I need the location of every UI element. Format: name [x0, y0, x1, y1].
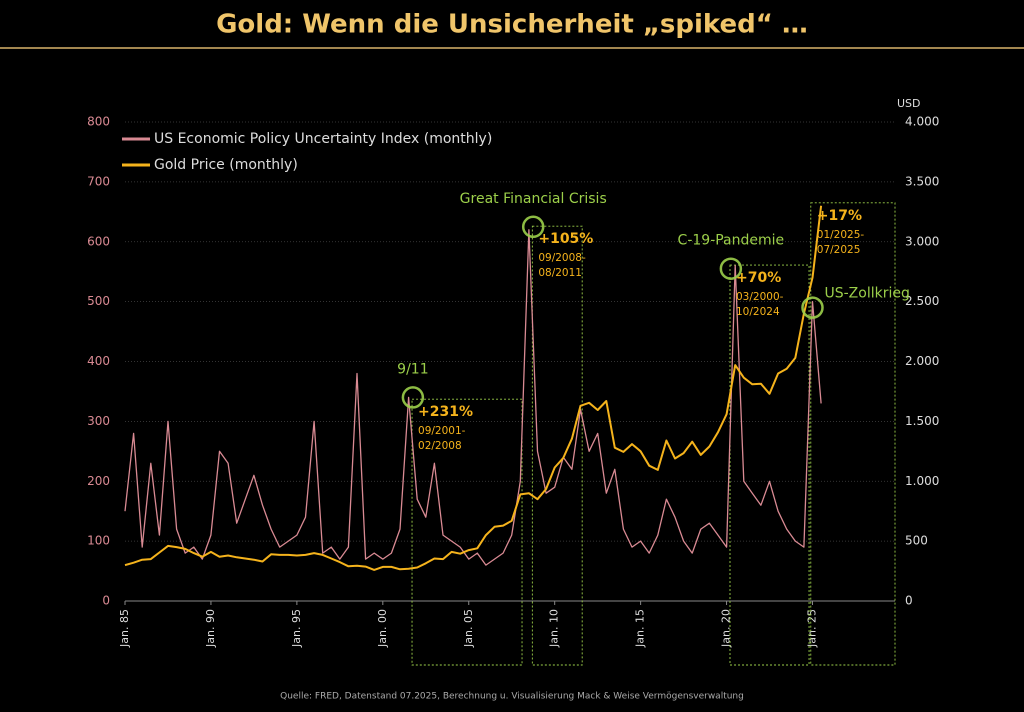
source: Quelle: FRED, Datenstand 07.2025, Berech… [280, 692, 744, 702]
event-label: C-19-Pandemie [678, 233, 785, 249]
y-tick-label: 400 [87, 354, 110, 368]
y-tick-label: 100 [87, 534, 110, 548]
y2-tick-label: 500 [905, 534, 928, 548]
x-tick-label: Jan. 20 [720, 609, 733, 648]
y2-axis-label: USD [897, 97, 921, 110]
change-label: +231% [418, 404, 473, 420]
period-box [531, 225, 583, 666]
x-tick-label: Jan. 00 [376, 609, 389, 648]
period-label: 03/2000- [736, 291, 784, 303]
x-tick-label: Jan. 15 [634, 609, 647, 648]
change-label: +105% [538, 231, 593, 247]
series-line [124, 205, 823, 571]
y2-tick-label: 2.500 [905, 294, 939, 308]
period-label: 07/2025 [817, 244, 861, 256]
change-label: +17% [817, 208, 862, 224]
y-tick-label: 200 [87, 474, 110, 488]
x-tick-label: Jan. 95 [290, 609, 303, 648]
period-box [729, 264, 810, 666]
period-label: 08/2011 [538, 267, 582, 279]
y-tick-label: 500 [87, 294, 110, 308]
x-tick-label: Jan. 90 [204, 609, 217, 648]
y2-tick-label: 4.000 [905, 115, 939, 129]
event-marker [521, 215, 545, 239]
x-tick-label: Jan. 85 [118, 609, 131, 648]
y2-tick-label: 1.500 [905, 414, 939, 428]
y2-tick-label: 3.000 [905, 234, 939, 248]
series-line [124, 229, 822, 566]
period-label: 09/2008- [538, 252, 586, 264]
event-label: US-Zollkrieg [825, 286, 910, 302]
x-tick-label: Jan. 10 [548, 609, 561, 648]
event-marker [801, 296, 824, 319]
event-marker [401, 386, 425, 409]
event-label: Great Financial Crisis [460, 191, 607, 207]
period-label: 02/2008 [418, 440, 462, 452]
y-tick-label: 0 [102, 594, 110, 608]
y2-tick-label: 2.000 [905, 354, 939, 368]
change-label: +70% [736, 270, 781, 286]
event-marker [719, 257, 743, 280]
x-tick-label: Jan. 05 [462, 609, 475, 648]
y-tick-label: 700 [87, 174, 110, 188]
x-tick-label: Jan. 25 [806, 609, 819, 648]
chart-title: Gold: Wenn die Unsicherheit „spiked“ … [216, 10, 808, 40]
y2-tick-label: 0 [905, 594, 913, 608]
period-label: 09/2001- [418, 425, 466, 437]
period-label: 10/2024 [736, 306, 780, 318]
y-tick-label: 600 [87, 234, 110, 248]
y-tick-label: 300 [87, 414, 110, 428]
event-label: 9/11 [397, 361, 428, 377]
y-tick-label: 800 [87, 115, 110, 129]
y2-tick-label: 3.500 [905, 174, 939, 188]
legend-label: Gold Price (monthly) [154, 157, 298, 173]
period-label: 01/2025- [817, 229, 865, 241]
period-box [810, 202, 896, 666]
legend-label: US Economic Policy Uncertainty Index (mo… [154, 131, 492, 147]
y2-tick-label: 1.000 [905, 474, 939, 488]
